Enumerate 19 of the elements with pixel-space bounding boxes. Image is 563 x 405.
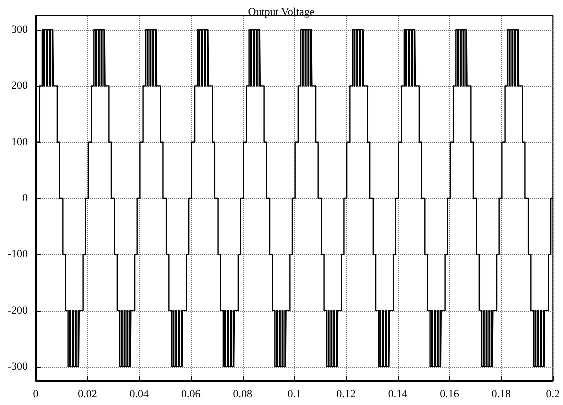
x-tick-label: 0.1	[288, 388, 302, 400]
x-tick-label: 0.08	[233, 388, 253, 400]
y-tick-label: -300	[8, 360, 28, 373]
y-tick-label: -200	[8, 304, 28, 317]
y-tick-label: 0	[22, 192, 28, 204]
y-tick-label: 100	[12, 136, 28, 148]
x-tick-label: 0	[33, 388, 40, 400]
x-tick-label: 0.06	[182, 388, 202, 400]
y-tick-label: 300	[12, 24, 28, 36]
chart-title: Output Voltage	[248, 6, 315, 18]
x-tick-label: 0.2	[546, 388, 560, 400]
x-tick-label: 0.18	[492, 388, 512, 400]
x-tick-label: 0.12	[336, 388, 356, 400]
x-tick-label: 0.04	[130, 388, 150, 400]
y-tick-label: -100	[8, 248, 28, 261]
x-tick-label: 0.14	[388, 388, 408, 400]
x-tick-label: 0.02	[78, 388, 98, 400]
y-tick-label: 200	[12, 80, 28, 92]
x-tick-label: 0.16	[440, 388, 460, 400]
